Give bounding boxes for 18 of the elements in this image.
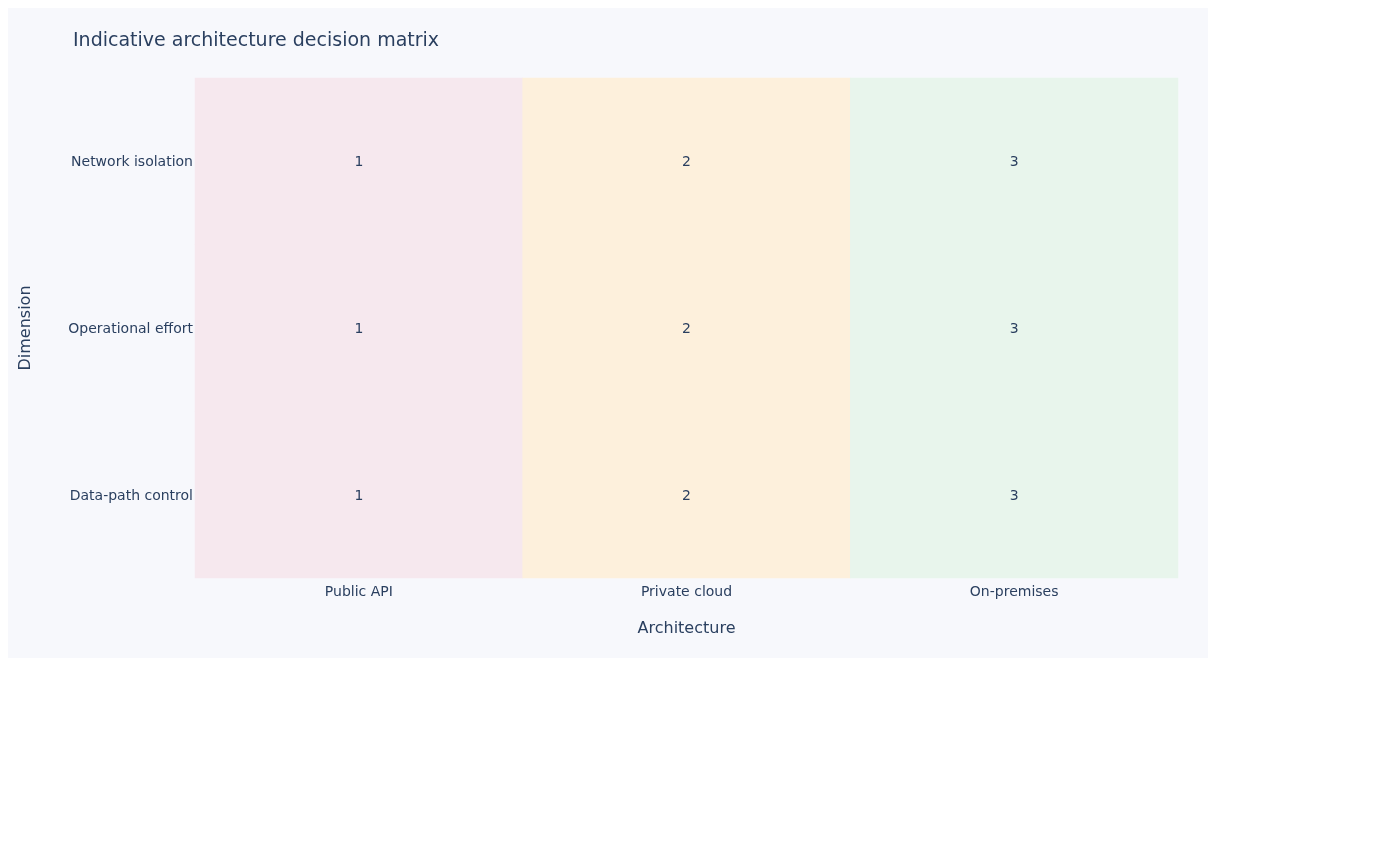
- data-label: 2: [682, 153, 691, 170]
- data-label: 2: [682, 486, 691, 503]
- data-label: 3: [1009, 320, 1019, 336]
- x-axis-title: Architecture: [637, 617, 736, 637]
- y-tick-label: Operational effort: [68, 320, 194, 336]
- data-label: 1: [354, 320, 364, 336]
- data-label: 3: [1009, 486, 1019, 503]
- data-label: 1: [354, 153, 364, 170]
- y-tick-label: Data-path control: [69, 486, 193, 503]
- y-axis-title: Dimension: [14, 285, 34, 371]
- x-tick-label: Public API: [324, 583, 393, 599]
- y-tick-label: Network isolation: [71, 153, 193, 170]
- data-label: 2: [682, 320, 691, 336]
- data-label: 1: [354, 486, 364, 503]
- data-label: 3: [1009, 153, 1019, 170]
- x-tick-label: On-premises: [969, 583, 1059, 599]
- chart-title: Indicative architecture decision matrix: [73, 27, 440, 50]
- x-tick-label: Private cloud: [640, 583, 733, 599]
